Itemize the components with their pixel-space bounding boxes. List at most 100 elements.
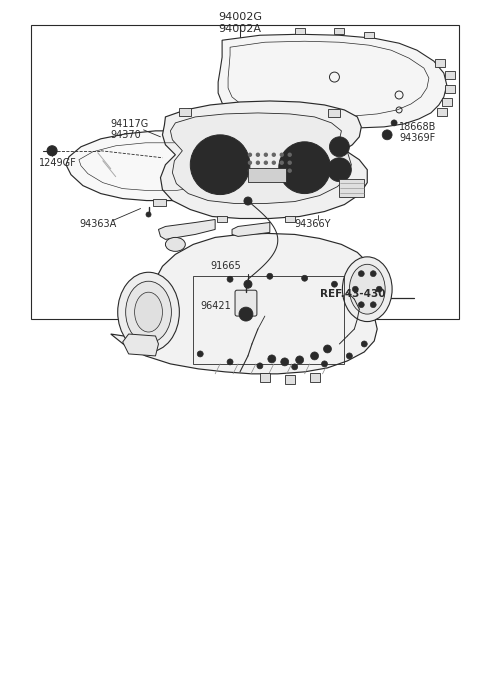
- Circle shape: [361, 341, 367, 347]
- FancyBboxPatch shape: [442, 98, 452, 106]
- Circle shape: [256, 161, 259, 164]
- Circle shape: [370, 302, 376, 308]
- Circle shape: [264, 153, 267, 156]
- Polygon shape: [160, 101, 367, 218]
- Circle shape: [311, 352, 319, 360]
- Circle shape: [267, 273, 273, 279]
- Circle shape: [256, 169, 259, 172]
- Circle shape: [327, 158, 351, 181]
- FancyBboxPatch shape: [310, 373, 320, 381]
- Circle shape: [301, 275, 308, 281]
- Text: 94363A: 94363A: [79, 220, 116, 229]
- Circle shape: [358, 302, 364, 308]
- Ellipse shape: [134, 293, 162, 332]
- FancyBboxPatch shape: [235, 290, 257, 316]
- Circle shape: [296, 356, 304, 364]
- Bar: [339, 179, 364, 197]
- Circle shape: [329, 137, 349, 157]
- Text: 1249GF: 1249GF: [39, 158, 77, 168]
- Circle shape: [249, 153, 252, 156]
- Polygon shape: [170, 113, 351, 204]
- FancyBboxPatch shape: [295, 28, 305, 34]
- Circle shape: [382, 130, 392, 140]
- Circle shape: [280, 161, 283, 164]
- Ellipse shape: [118, 272, 180, 352]
- Circle shape: [239, 307, 253, 321]
- Circle shape: [190, 135, 250, 195]
- Circle shape: [272, 169, 276, 172]
- FancyBboxPatch shape: [445, 71, 455, 79]
- Circle shape: [370, 271, 376, 276]
- Polygon shape: [158, 220, 215, 239]
- Circle shape: [280, 153, 283, 156]
- FancyBboxPatch shape: [153, 199, 167, 206]
- FancyBboxPatch shape: [180, 108, 192, 116]
- Circle shape: [279, 142, 330, 193]
- FancyBboxPatch shape: [285, 375, 295, 384]
- FancyBboxPatch shape: [364, 32, 374, 38]
- Text: 94369F: 94369F: [399, 133, 435, 143]
- Text: 94002A: 94002A: [218, 24, 262, 34]
- Circle shape: [332, 281, 337, 287]
- Circle shape: [268, 355, 276, 363]
- Text: 94370: 94370: [111, 130, 142, 140]
- Ellipse shape: [126, 281, 171, 343]
- Polygon shape: [111, 233, 377, 374]
- FancyBboxPatch shape: [328, 109, 340, 117]
- Circle shape: [227, 359, 233, 365]
- Circle shape: [281, 358, 288, 366]
- Polygon shape: [232, 222, 270, 237]
- Circle shape: [347, 353, 352, 359]
- Ellipse shape: [342, 257, 392, 321]
- Circle shape: [299, 162, 311, 174]
- Bar: [248, 168, 286, 181]
- Circle shape: [264, 169, 267, 172]
- FancyBboxPatch shape: [435, 59, 445, 67]
- Circle shape: [264, 161, 267, 164]
- Text: REF.43-430: REF.43-430: [320, 289, 385, 299]
- Circle shape: [244, 197, 252, 205]
- Circle shape: [227, 276, 233, 282]
- Text: 94366Y: 94366Y: [295, 220, 331, 229]
- Circle shape: [288, 169, 291, 172]
- Circle shape: [244, 280, 252, 288]
- Circle shape: [249, 169, 252, 172]
- Circle shape: [287, 150, 323, 185]
- FancyBboxPatch shape: [285, 216, 295, 222]
- Circle shape: [358, 271, 364, 276]
- Circle shape: [288, 161, 291, 164]
- FancyBboxPatch shape: [335, 28, 344, 34]
- Circle shape: [257, 363, 263, 369]
- Circle shape: [391, 120, 397, 126]
- Circle shape: [376, 286, 382, 293]
- Circle shape: [324, 345, 332, 353]
- FancyBboxPatch shape: [217, 216, 227, 222]
- Circle shape: [272, 153, 276, 156]
- Polygon shape: [123, 334, 158, 356]
- Text: 94002G: 94002G: [218, 12, 262, 22]
- Circle shape: [198, 143, 242, 187]
- FancyBboxPatch shape: [445, 85, 455, 93]
- Circle shape: [292, 364, 298, 370]
- Circle shape: [197, 351, 203, 357]
- Circle shape: [212, 157, 228, 173]
- Polygon shape: [66, 131, 252, 201]
- Circle shape: [47, 146, 57, 156]
- Circle shape: [146, 212, 151, 217]
- Circle shape: [280, 169, 283, 172]
- Text: 94117G: 94117G: [111, 119, 149, 129]
- Circle shape: [256, 153, 259, 156]
- Text: 96421: 96421: [200, 301, 231, 311]
- Ellipse shape: [166, 237, 185, 251]
- Bar: [31, 26, 459, 319]
- Circle shape: [322, 361, 327, 367]
- Bar: [193, 276, 344, 364]
- FancyBboxPatch shape: [437, 108, 447, 116]
- Circle shape: [249, 161, 252, 164]
- Circle shape: [272, 161, 276, 164]
- Polygon shape: [218, 34, 447, 128]
- Text: 18668B: 18668B: [399, 122, 436, 132]
- Text: 91665: 91665: [210, 262, 241, 272]
- Circle shape: [352, 286, 358, 293]
- Ellipse shape: [349, 264, 385, 314]
